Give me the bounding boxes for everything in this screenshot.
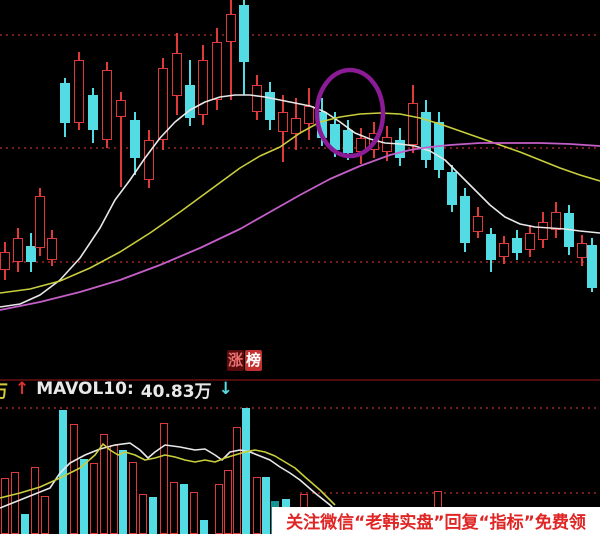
- candle-body: [0, 252, 10, 270]
- candle-body: [538, 222, 548, 240]
- volume-bar: [1, 478, 9, 534]
- price-ma-yellow-line: [0, 112, 600, 294]
- candle-body: [144, 140, 154, 180]
- volume-bar: [242, 408, 250, 534]
- panel-divider: [0, 379, 600, 381]
- candle-body: [395, 140, 405, 158]
- candle-body: [158, 68, 168, 140]
- watermark-char-1: 涨: [227, 350, 244, 371]
- candle-body: [356, 138, 366, 152]
- volume-bar: [11, 472, 19, 534]
- watermark-badge: 涨 榜: [227, 350, 262, 371]
- promo-banner: 关注微信“老韩实盘”回复“指标”免费领: [272, 507, 600, 534]
- candle-body: [317, 112, 327, 138]
- candle-body: [460, 196, 470, 243]
- volume-top-gridline: [0, 407, 600, 409]
- volume-bar: [149, 497, 157, 534]
- candle-body: [88, 95, 98, 130]
- down-arrow-icon: ↓: [218, 379, 233, 399]
- candle-body: [35, 196, 45, 248]
- candle-body: [577, 243, 587, 258]
- candle-body: [304, 106, 314, 124]
- candle-body: [587, 245, 597, 288]
- volume-bar: [233, 427, 241, 534]
- candle-body: [551, 212, 561, 230]
- candle-body: [172, 53, 182, 96]
- volume-bar: [41, 496, 49, 534]
- volume-bar: [262, 477, 270, 534]
- candle-body: [486, 234, 496, 260]
- candle-body: [47, 238, 57, 260]
- candle-body: [499, 243, 509, 257]
- mavol-value: 40.83万: [140, 381, 212, 402]
- volume-bar: [31, 467, 39, 534]
- candle-body: [564, 213, 574, 247]
- candle-body: [278, 112, 288, 132]
- candle-body: [382, 137, 392, 152]
- volume-bar: [200, 520, 208, 534]
- candle-body: [74, 60, 84, 123]
- candle-body: [265, 92, 275, 120]
- volume-bar: [224, 470, 232, 534]
- candle-body: [252, 85, 262, 112]
- candle-body: [60, 83, 70, 123]
- candle-body: [525, 233, 535, 250]
- volume-bar: [100, 434, 108, 534]
- up-arrow-icon: ↑: [15, 379, 30, 399]
- clipped-volume-prefix: 万: [0, 377, 8, 402]
- promo-banner-text: 关注微信“老韩实盘”回复“指标”免费领: [286, 513, 586, 533]
- candle-body: [13, 238, 23, 262]
- candle-body: [226, 14, 236, 42]
- volume-bar: [70, 424, 78, 534]
- volume-bar: [253, 477, 261, 534]
- candle-body: [26, 246, 36, 262]
- volume-bar: [90, 463, 98, 534]
- indicator-row: 万 ↑ MAVOL10: 40.83万 ↓: [0, 377, 233, 402]
- volume-bar: [80, 459, 88, 534]
- price-gridline: [0, 34, 600, 36]
- volume-bar: [59, 410, 67, 534]
- candle-body: [239, 5, 249, 62]
- volume-bar: [180, 484, 188, 534]
- price-ma-magenta-line: [0, 142, 600, 311]
- candle-body: [421, 112, 431, 160]
- candle-body: [291, 118, 301, 134]
- volume-bar: [21, 514, 29, 534]
- candle-body: [198, 60, 208, 115]
- volume-bar: [139, 494, 147, 534]
- candle-wick: [230, 0, 232, 100]
- price-gridline: [0, 261, 600, 263]
- candle-body: [447, 172, 457, 205]
- candle-body: [408, 103, 418, 145]
- volume-bar: [110, 445, 118, 534]
- candle-body: [185, 85, 195, 118]
- mavol-label: MAVOL10:: [36, 379, 134, 399]
- candle-body: [473, 216, 483, 232]
- candle-body: [102, 70, 112, 140]
- candle-body: [434, 122, 444, 170]
- candle-body: [330, 124, 340, 150]
- candle-body: [116, 100, 126, 117]
- volume-bar: [190, 492, 198, 534]
- candle-body: [512, 238, 522, 253]
- volume-bar: [160, 423, 168, 534]
- volume-bar: [170, 482, 178, 534]
- volume-bar: [215, 484, 223, 534]
- volume-bar: [119, 450, 127, 534]
- volume-right-gridline: [300, 492, 600, 494]
- watermark-char-2: 榜: [245, 350, 262, 371]
- volume-bar: [129, 462, 137, 534]
- candle-body: [130, 120, 140, 158]
- candle-body: [212, 42, 222, 100]
- price-gridline: [0, 147, 600, 149]
- candle-body: [369, 133, 379, 150]
- candle-body: [343, 130, 353, 153]
